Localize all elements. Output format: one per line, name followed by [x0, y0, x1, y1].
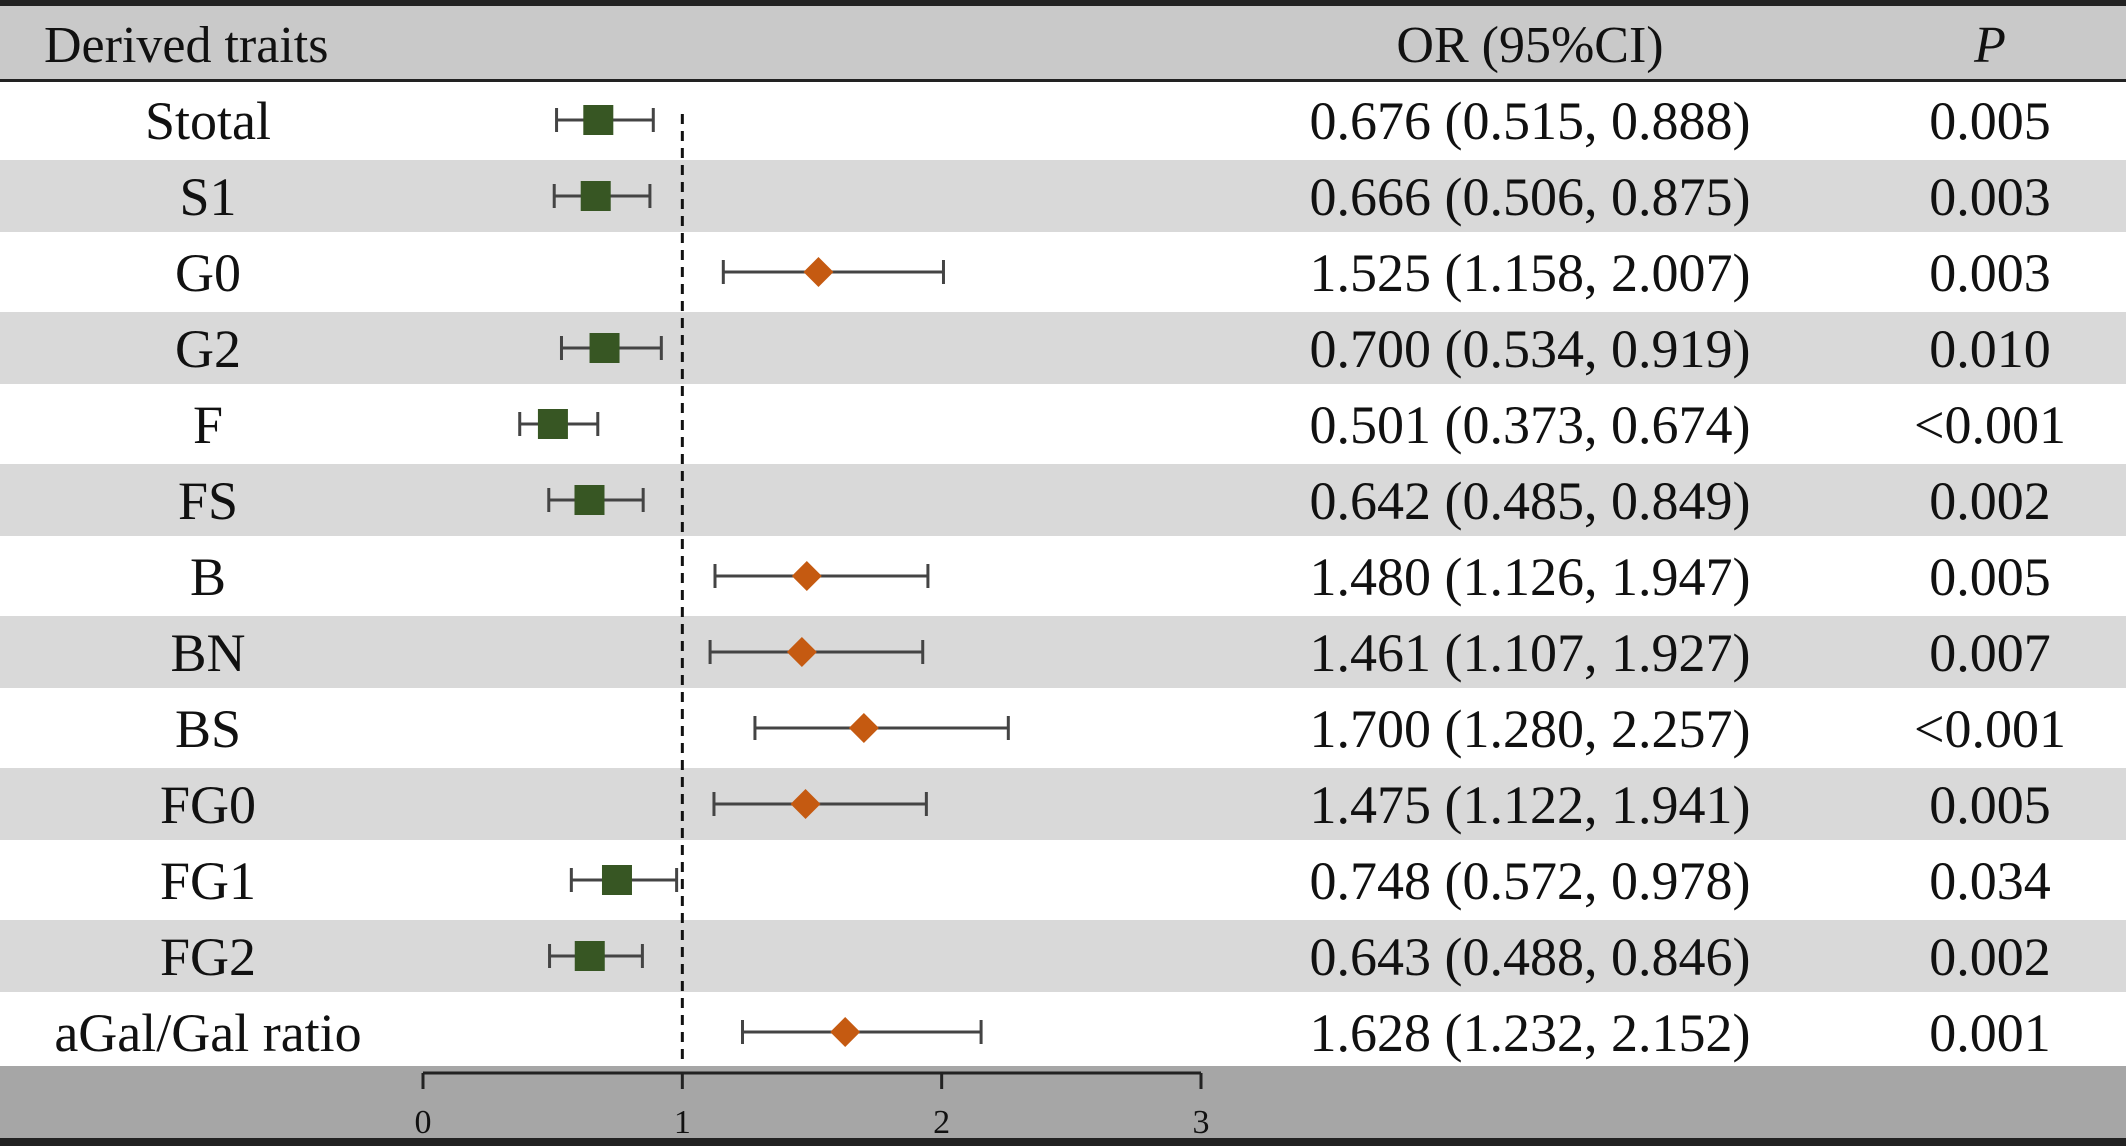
- or-ci-value: 1.461 (1.107, 1.927): [1310, 623, 1751, 683]
- or-marker-diamond: [848, 713, 879, 743]
- row-band: [0, 464, 2126, 536]
- p-value: 0.005: [1929, 91, 2051, 151]
- or-marker-square: [574, 485, 605, 515]
- trait-label: FG1: [160, 851, 256, 911]
- row-band: [0, 616, 2126, 688]
- or-ci-value: 1.480 (1.126, 1.947): [1310, 547, 1751, 607]
- p-value: 0.001: [1929, 1003, 2051, 1063]
- x-tick-label: 2: [933, 1104, 950, 1141]
- p-value: 0.034: [1929, 851, 2051, 911]
- header-underline: [0, 79, 2126, 82]
- header-band: [0, 6, 2126, 79]
- p-value: 0.005: [1929, 547, 2051, 607]
- trait-label: aGal/Gal ratio: [54, 1003, 361, 1063]
- or-marker-diamond: [786, 637, 817, 667]
- or-ci-value: 1.475 (1.122, 1.941): [1310, 775, 1751, 835]
- or-ci-value: 0.642 (0.485, 0.849): [1310, 471, 1751, 531]
- axis-band: [0, 1066, 2126, 1146]
- trait-label: FG2: [160, 927, 256, 987]
- or-ci-value: 0.643 (0.488, 0.846): [1310, 927, 1751, 987]
- header-or-ci: OR (95%CI): [1396, 17, 1663, 74]
- x-tick-label: 3: [1193, 1104, 1210, 1141]
- or-marker-square: [537, 409, 568, 439]
- p-value: 0.002: [1929, 927, 2051, 987]
- or-marker-diamond: [830, 1017, 861, 1047]
- or-marker-square: [574, 941, 605, 971]
- or-ci-value: 1.628 (1.232, 2.152): [1310, 1003, 1751, 1063]
- p-value: <0.001: [1914, 699, 2066, 759]
- background-layer: [0, 160, 2126, 992]
- or-marker-square: [580, 181, 611, 211]
- p-value: 0.003: [1929, 243, 2051, 303]
- or-marker-diamond: [803, 257, 834, 287]
- or-marker-square: [583, 105, 614, 135]
- or-ci-value: 0.666 (0.506, 0.875): [1310, 167, 1751, 227]
- trait-label: BS: [175, 699, 241, 759]
- row-band: [0, 920, 2126, 992]
- p-value: 0.002: [1929, 471, 2051, 531]
- p-value: <0.001: [1914, 395, 2066, 455]
- header-traits: Derived traits: [44, 17, 328, 74]
- p-value: 0.010: [1929, 319, 2051, 379]
- trait-label: FG0: [160, 775, 256, 835]
- p-value: 0.003: [1929, 167, 2051, 227]
- trait-label: FS: [178, 471, 238, 531]
- or-ci-value: 1.525 (1.158, 2.007): [1310, 243, 1751, 303]
- or-ci-value: 0.676 (0.515, 0.888): [1310, 91, 1751, 151]
- x-tick-label: 1: [674, 1104, 691, 1141]
- trait-label: B: [190, 547, 226, 607]
- trait-label: G0: [175, 243, 241, 303]
- marks-layer: [518, 105, 1010, 1047]
- trait-label: G2: [175, 319, 241, 379]
- or-marker-square: [589, 333, 620, 363]
- or-marker-diamond: [791, 561, 822, 591]
- rows-layer: Stotal 0.676 (0.515, 0.888) 0.005 S1 0.666 (…: [54, 91, 2066, 1063]
- or-marker-diamond: [790, 789, 821, 819]
- or-ci-value: 1.700 (1.280, 2.257): [1310, 699, 1751, 759]
- row-band: [0, 312, 2126, 384]
- row-band: [0, 160, 2126, 232]
- row-band: [0, 768, 2126, 840]
- bottom-border: [0, 1138, 2126, 1146]
- or-ci-value: 0.700 (0.534, 0.919): [1310, 319, 1751, 379]
- header-p: P: [1973, 17, 2006, 74]
- or-marker-square: [601, 865, 632, 895]
- x-tick-label: 0: [415, 1104, 432, 1141]
- trait-label: BN: [170, 623, 245, 683]
- trait-label: F: [193, 395, 223, 455]
- or-ci-value: 0.748 (0.572, 0.978): [1310, 851, 1751, 911]
- trait-label: S1: [179, 167, 236, 227]
- p-value: 0.007: [1929, 623, 2051, 683]
- or-ci-value: 0.501 (0.373, 0.674): [1310, 395, 1751, 455]
- top-border: [0, 0, 2126, 6]
- p-value: 0.005: [1929, 775, 2051, 835]
- trait-label: Stotal: [145, 91, 271, 151]
- x-axis-ticks: 0 1 2 3: [415, 1073, 1210, 1141]
